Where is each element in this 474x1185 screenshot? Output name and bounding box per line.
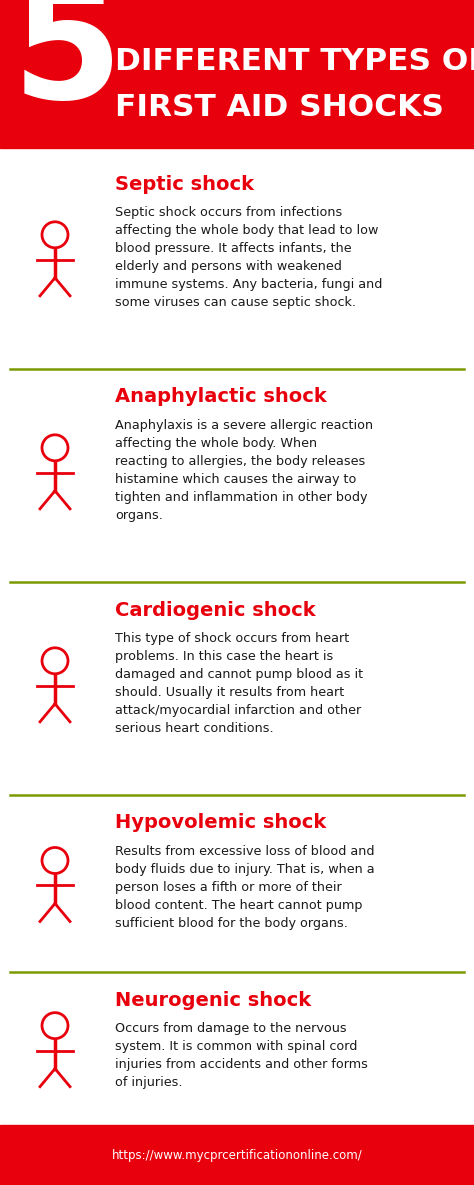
Text: https://www.mycprcertificationonline.com/: https://www.mycprcertificationonline.com…	[111, 1148, 363, 1161]
Text: Hypovolemic shock: Hypovolemic shock	[115, 813, 326, 833]
Text: FIRST AID SHOCKS: FIRST AID SHOCKS	[115, 94, 444, 122]
Text: Septic shock occurs from infections
affecting the whole body that lead to low
bl: Septic shock occurs from infections affe…	[115, 206, 383, 309]
Text: This type of shock occurs from heart
problems. In this case the heart is
damaged: This type of shock occurs from heart pro…	[115, 632, 363, 735]
Text: Occurs from damage to the nervous
system. It is common with spinal cord
injuries: Occurs from damage to the nervous system…	[115, 1021, 368, 1089]
Text: DIFFERENT TYPES OF: DIFFERENT TYPES OF	[115, 47, 474, 77]
Text: Cardiogenic shock: Cardiogenic shock	[115, 601, 316, 620]
Text: Anaphylactic shock: Anaphylactic shock	[115, 387, 327, 406]
Text: Anaphylaxis is a severe allergic reaction
affecting the whole body. When
reactin: Anaphylaxis is a severe allergic reactio…	[115, 419, 373, 523]
Text: Results from excessive loss of blood and
body fluids due to injury. That is, whe: Results from excessive loss of blood and…	[115, 845, 374, 930]
Text: Neurogenic shock: Neurogenic shock	[115, 991, 311, 1010]
Bar	[0, 0, 474, 148]
Text: Septic shock: Septic shock	[115, 174, 254, 193]
Text: 5: 5	[12, 0, 123, 132]
Bar	[0, 1125, 474, 1185]
